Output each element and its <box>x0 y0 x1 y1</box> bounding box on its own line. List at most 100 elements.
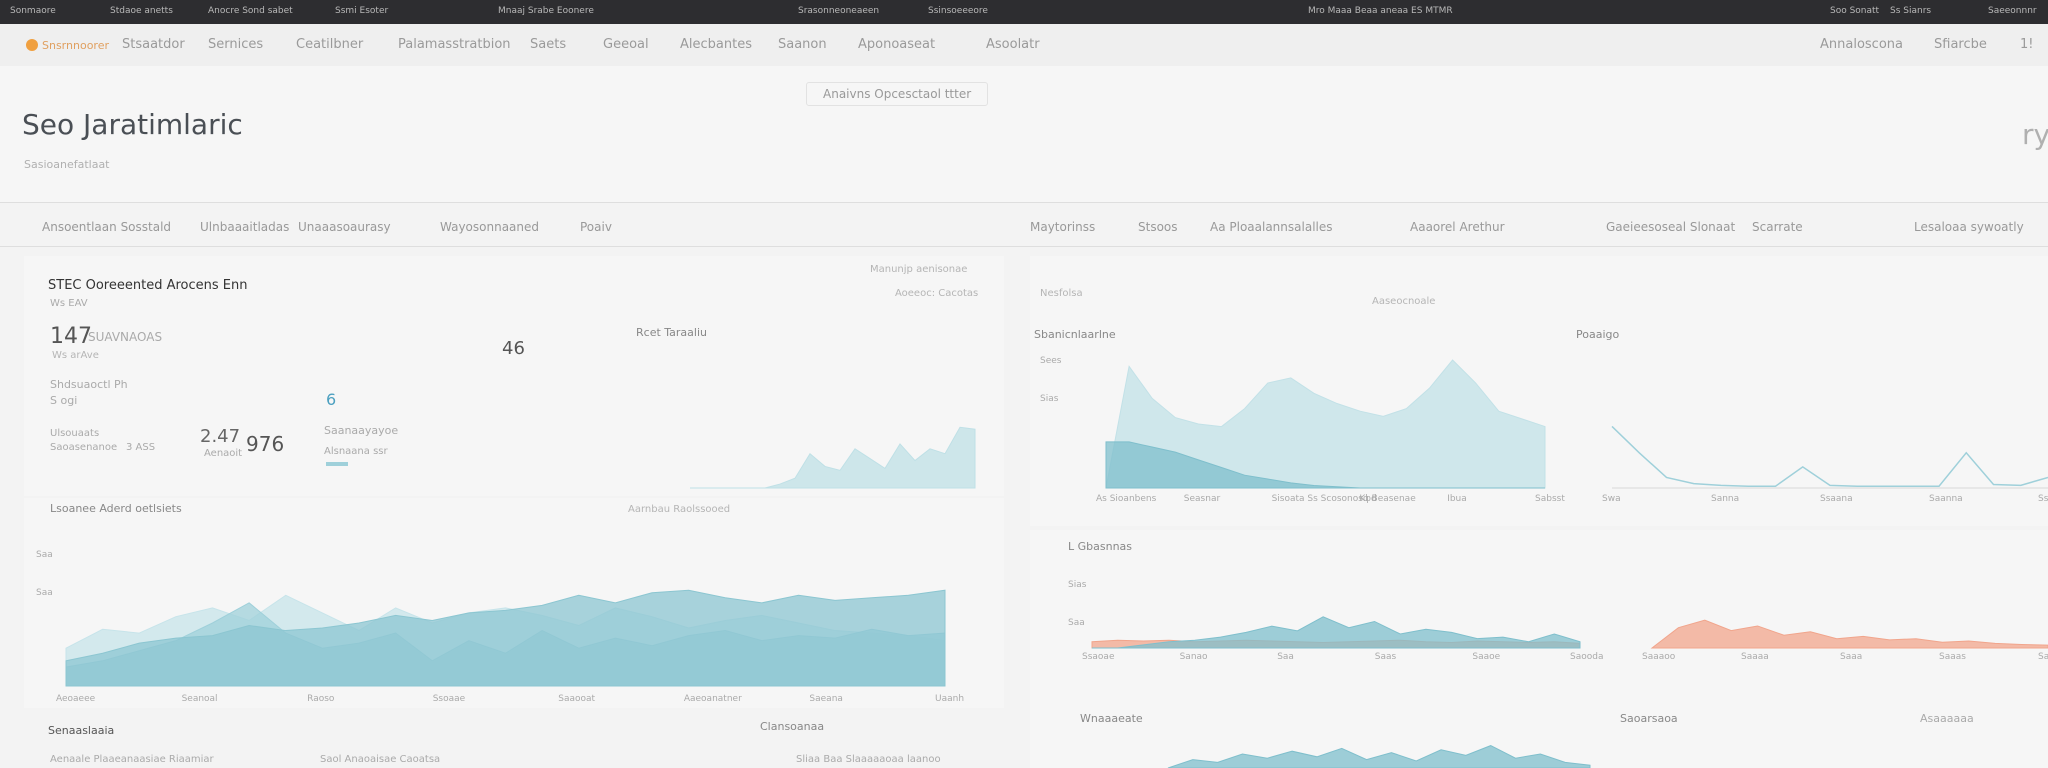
y-tick-label: Saa <box>36 588 53 598</box>
footer-label: Asaaaaaa <box>1920 712 1974 725</box>
nav-item[interactable]: Ceatilbner <box>296 37 364 52</box>
x-tick-label: Saeana <box>809 694 843 704</box>
chart-title: Poaaigo <box>1576 328 1620 341</box>
x-tick-label: Sisoata Ss Scosonosq Beasenae <box>1271 494 1416 504</box>
footer-label: Clansoanaa <box>760 720 825 733</box>
x-tick-label: Saaoo <box>2038 652 2048 662</box>
y-tick-label: Sias <box>1068 580 1087 590</box>
chart-panel <box>1030 256 2048 526</box>
page-subtitle: Sasioanefatlaat <box>24 158 110 171</box>
nav-bar: Snsrnnoorer Stsaatdor Sernices Ceatilbner P… <box>0 24 2048 67</box>
x-tick-label: Uaanh <box>935 694 965 704</box>
chart-caption: Aarnbau Raolssooed <box>628 504 731 515</box>
nav-item[interactable]: Palamasstratbion <box>398 37 511 52</box>
top-bar-item[interactable]: Srasonneoneaeen <box>798 6 880 16</box>
chart-title: Rcet Taraaliu <box>636 326 707 339</box>
x-tick-label: Seasnar <box>1183 494 1221 504</box>
x-tick-label: Saas <box>1374 652 1397 662</box>
divider <box>0 202 2048 203</box>
brand-logo <box>26 39 38 51</box>
x-tick-label: Saaooat <box>558 694 596 704</box>
kpi-line: S ogi <box>50 394 78 407</box>
kpi-label: Saanaayayoe <box>324 424 399 437</box>
tab[interactable]: Lesaloaa sywoatly <box>1914 220 2024 234</box>
x-tick-label: Sabsst <box>1535 494 1565 504</box>
chart-title: Saoarsaoa <box>1620 712 1678 725</box>
tab[interactable]: Gaeieesoseal Slonaat <box>1606 220 1736 234</box>
x-tick-label: Kbd <box>1359 494 1377 504</box>
top-bar-item[interactable]: Stdaoe anetts <box>110 6 173 16</box>
x-tick-label: Saa <box>1277 652 1294 662</box>
y-tick-label: Sees <box>1040 356 1062 366</box>
x-tick-label: Saaoe <box>1472 652 1501 662</box>
nav-item[interactable]: 1! <box>2020 37 2034 52</box>
brand[interactable]: Snsrnnoorer <box>42 39 109 52</box>
tab[interactable]: Scarrate <box>1752 220 1803 234</box>
tab[interactable]: Maytorinss <box>1030 220 1096 234</box>
x-tick-label: Saooda <box>1570 652 1604 662</box>
nav-item[interactable]: Annaloscona <box>1820 37 1903 52</box>
kpi-value: 147 <box>50 324 92 349</box>
tab[interactable]: Stsoos <box>1138 220 1178 234</box>
x-tick-label: Saaa <box>1840 652 1863 662</box>
tab[interactable]: Ansoentlaan Sosstald <box>42 220 172 234</box>
nav-item[interactable]: Sfiarcbe <box>1934 37 1987 52</box>
header <box>0 66 2048 202</box>
footer-label: Senaaslaaia <box>48 724 115 737</box>
x-tick-label: Saanna <box>1929 494 1963 504</box>
top-bar-item[interactable]: Mro Maaa Beaa aneaa ES MTMR <box>1308 6 1453 16</box>
x-tick-label: Aeoaeee <box>56 694 96 704</box>
nav-item[interactable]: Geeoal <box>603 37 649 52</box>
kpi-line: 3 ASS <box>126 442 156 453</box>
kpi-label: Aenaoit <box>204 448 243 459</box>
tab[interactable]: Poaiv <box>580 220 612 234</box>
x-tick-label: Raoso <box>307 694 335 704</box>
x-tick-label: Ssaana <box>1820 494 1853 504</box>
top-bar-item[interactable]: Sonmaore <box>10 6 56 16</box>
y-tick-label: Saa <box>36 550 53 560</box>
chart-panel <box>1030 530 2048 768</box>
top-bar-item[interactable]: Mnaaj Srabe Eoonere <box>498 6 594 16</box>
nav-item[interactable]: Aponoaseat <box>858 37 936 52</box>
tab[interactable]: Unaaasoaurasy <box>298 220 391 234</box>
tab[interactable]: Aa Ploaalannsalalles <box>1210 220 1333 234</box>
top-bar-item[interactable]: Saeeonnnr <box>1988 6 2037 16</box>
kpi-title: STEC Ooreeented Arocens Enn <box>48 278 248 293</box>
x-tick-label: Sss <box>2038 494 2048 504</box>
nav-item[interactable]: Saets <box>530 37 567 52</box>
tab[interactable]: Wayosonnaaned <box>440 220 540 234</box>
y-tick-label: Sias <box>1040 394 1059 404</box>
header-corner: ry <box>2022 118 2048 151</box>
x-tick-label: Saaas <box>1939 652 1966 662</box>
header-button[interactable]: Anaivns Opcesctaol ttter <box>806 82 989 106</box>
x-tick-label: As Sioanbens <box>1096 494 1157 504</box>
kpi-bar <box>326 462 348 466</box>
top-bar-item[interactable]: Ssinsoeeeore <box>928 6 988 16</box>
kpi-line: Ulsouaats <box>50 428 100 439</box>
chart-caption: Manunjp aenisonae <box>870 264 968 275</box>
nav-item[interactable]: Sernices <box>208 37 264 52</box>
kpi-sub: Ws arAve <box>52 350 99 361</box>
chart-caption: Aoeeoc: Cacotas <box>895 288 979 299</box>
top-bar-item[interactable]: Anocre Sond sabet <box>208 6 293 16</box>
y-tick-label: Saa <box>1068 618 1085 628</box>
tab[interactable]: Ulnbaaaitladas <box>200 220 290 234</box>
footer-label: Aenaale Plaaeanaasiae Riaamiar <box>50 754 214 765</box>
tab[interactable]: Aaaorel Arethur <box>1410 220 1505 234</box>
top-bar-item[interactable]: Soo Sonatt <box>1830 6 1880 16</box>
nav-item[interactable]: Saanon <box>778 37 827 52</box>
x-tick-label: Sanna <box>1711 494 1740 504</box>
kpi-value: 976 <box>246 432 285 456</box>
nav-item[interactable]: Stsaatdor <box>122 37 185 52</box>
top-bar-item[interactable]: Ss Sianrs <box>1890 6 1932 16</box>
x-tick-label: Ssaoae <box>1082 652 1115 662</box>
x-tick-label: Seanoal <box>181 694 218 704</box>
nav-item[interactable]: Alecbantes <box>680 37 752 52</box>
x-tick-label: Aaeoanatner <box>683 694 742 704</box>
kpi-subtitle: Ws EAV <box>50 298 88 309</box>
chart-title: Lsoanee Aderd oetlsiets <box>50 502 182 515</box>
x-tick-label: Saaaoo <box>1642 652 1676 662</box>
nav-item[interactable]: Asoolatr <box>986 37 1040 52</box>
top-bar-item[interactable]: Ssmi Esoter <box>335 6 389 16</box>
